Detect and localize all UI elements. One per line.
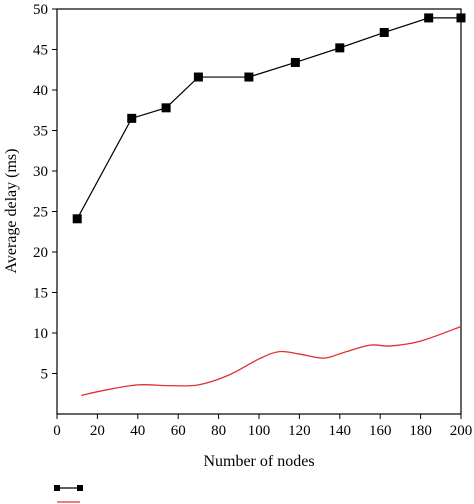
legend-series-1-marker (77, 485, 83, 491)
series-layer (72, 13, 466, 397)
series-1-line (76, 17, 461, 220)
series-1-point (379, 27, 389, 37)
x-tick-label: 20 (90, 423, 105, 439)
series-1-point (290, 57, 300, 67)
y-tick-label: 15 (33, 286, 48, 302)
x-tick-label: 0 (53, 423, 61, 439)
y-tick-label: 30 (33, 164, 48, 180)
series-1-point (193, 72, 203, 82)
series-1-point (127, 113, 137, 123)
series-1-point (335, 43, 345, 53)
plot-frame (56, 8, 462, 415)
y-tick-label: 10 (33, 326, 48, 342)
x-tick-label: 40 (130, 423, 145, 439)
legend-series-1-marker (54, 485, 60, 491)
x-tick-label: 120 (288, 423, 311, 439)
series-2-line (81, 325, 462, 397)
x-tick-label: 140 (329, 423, 352, 439)
x-axis-title: Number of nodes (203, 453, 314, 470)
series-1-point (161, 103, 171, 113)
y-tick-label: 35 (33, 124, 48, 140)
y-tick-label: 5 (41, 367, 49, 383)
x-tick-label: 100 (248, 423, 271, 439)
x-tick-label: 60 (171, 423, 186, 439)
legend (54, 485, 83, 503)
x-tick-label: 200 (450, 423, 473, 439)
series-1-point (424, 13, 434, 23)
series-1-point (72, 214, 82, 224)
y-tick-label: 40 (33, 83, 48, 99)
x-tick-label: 180 (409, 423, 432, 439)
y-axis-title: Average delay (ms) (3, 149, 20, 274)
axes: 0 20 40 60 80 100 120 140 160 180 200 5 10 15 20 25 30 35… (33, 2, 472, 439)
series-1-point (244, 72, 254, 82)
series-1-point (456, 13, 466, 23)
x-tick-label: 160 (369, 423, 392, 439)
y-tick-label: 20 (33, 245, 48, 261)
y-tick-label: 25 (33, 205, 48, 221)
y-tick-label: 50 (33, 2, 48, 18)
y-tick-label: 45 (33, 43, 48, 59)
x-tick-label: 80 (211, 423, 226, 439)
